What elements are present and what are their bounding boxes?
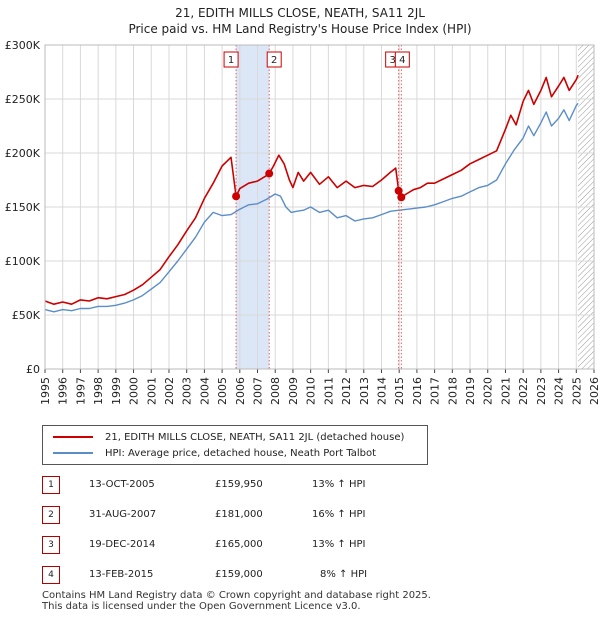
transaction-number: 4: [42, 566, 60, 584]
y-tick-label: £250K: [5, 93, 41, 106]
table-row: 1 13-OCT-2005 £159,950 13% ↑ HPI: [42, 474, 442, 494]
price-paid-line: [44, 74, 579, 306]
x-tick-label: 2025: [570, 377, 583, 405]
x-tick-label: 2005: [216, 377, 229, 405]
sale-point: [394, 186, 403, 195]
table-row: 4 13-FEB-2015 £159,000 8% ↑ HPI: [42, 564, 442, 584]
x-tick-label: 1998: [92, 377, 105, 405]
y-tick-label: £150K: [5, 201, 41, 214]
legend-item-hpi: HPI: Average price, detached house, Neat…: [53, 446, 376, 460]
x-tick-label: 2022: [517, 377, 530, 405]
transaction-hpi: 13% ↑ HPI: [312, 539, 366, 550]
transaction-price: £181,000: [215, 509, 263, 520]
transaction-hpi: 13% ↑ HPI: [312, 479, 366, 490]
x-tick-label: 2017: [429, 377, 442, 405]
x-tick-label: 2023: [535, 377, 548, 405]
transaction-number: 3: [42, 536, 60, 554]
sale-label-box: 1: [223, 51, 239, 68]
chart-title: 21, EDITH MILLS CLOSE, NEATH, SA11 2JL: [175, 6, 425, 20]
footer-license: This data is licensed under the Open Gov…: [42, 601, 361, 612]
sale-point: [397, 193, 406, 202]
x-tick-label: 2018: [446, 377, 459, 405]
x-tick-label: 1996: [57, 377, 70, 405]
x-tick-label: 1997: [74, 377, 87, 405]
hpi-line: [44, 102, 579, 313]
transaction-date: 19-DEC-2014: [89, 539, 156, 550]
x-tick-label: 2000: [128, 377, 141, 405]
x-tick-label: 2009: [287, 377, 300, 405]
transaction-price: £165,000: [215, 539, 263, 550]
x-tick-label: 2012: [340, 377, 353, 405]
sale-point: [232, 192, 241, 201]
sale-label-box: 2: [266, 51, 282, 68]
transaction-number: 1: [42, 476, 60, 494]
legend: 21, EDITH MILLS CLOSE, NEATH, SA11 2JL (…: [42, 425, 428, 465]
x-tick-label: 2002: [163, 377, 176, 405]
x-tick-label: 2015: [393, 377, 406, 405]
footer: Contains HM Land Registry data © Crown c…: [42, 590, 431, 612]
x-tick-label: 2021: [499, 377, 512, 405]
legend-label-hpi: HPI: Average price, detached house, Neat…: [105, 447, 377, 459]
transaction-date: 31-AUG-2007: [89, 509, 157, 520]
legend-item-price: 21, EDITH MILLS CLOSE, NEATH, SA11 2JL (…: [53, 430, 404, 444]
y-tick-label: £100K: [5, 255, 41, 268]
x-tick-label: 2001: [145, 377, 158, 405]
sale-label-border: [394, 51, 410, 68]
x-tick-label: 2016: [411, 377, 424, 405]
sale-label-box: 4: [394, 51, 410, 68]
x-tick-label: 2024: [553, 377, 566, 405]
x-tick-label: 2026: [588, 377, 600, 405]
x-tick-label: 2019: [464, 377, 477, 405]
x-tick-label: 2013: [358, 377, 371, 405]
sale-point: [265, 169, 274, 178]
sale-label-text: 3: [389, 55, 395, 66]
x-tick-label: 2011: [322, 377, 335, 405]
x-tick-label: 2004: [198, 377, 211, 405]
x-tick-label: 2010: [305, 377, 318, 405]
x-tick-label: 2008: [269, 377, 282, 405]
chart-subtitle: Price paid vs. HM Land Registry's House …: [128, 22, 472, 36]
transaction-hpi: 8% ↑ HPI: [320, 569, 368, 580]
legend-swatch-hpi: [53, 452, 93, 454]
footer-copyright: Contains HM Land Registry data © Crown c…: [42, 590, 431, 601]
x-tick-label: 2020: [482, 377, 495, 405]
legend-label-price: 21, EDITH MILLS CLOSE, NEATH, SA11 2JL (…: [105, 431, 405, 443]
transaction-number: 2: [42, 506, 60, 524]
table-row: 2 31-AUG-2007 £181,000 16% ↑ HPI: [42, 504, 442, 524]
transaction-date: 13-OCT-2005: [89, 479, 155, 490]
y-tick-label: £0: [26, 363, 40, 376]
transaction-price: £159,000: [215, 569, 263, 580]
x-tick-label: 1995: [39, 377, 52, 405]
x-tick-label: 2006: [234, 377, 247, 405]
transaction-hpi: 16% ↑ HPI: [312, 509, 366, 520]
transaction-date: 13-FEB-2015: [89, 569, 154, 580]
transaction-price: £159,950: [215, 479, 263, 490]
sale-label-text: 1: [228, 55, 234, 66]
sale-label-text: 4: [399, 55, 405, 66]
sale-label-border: [223, 51, 239, 68]
x-tick-label: 2007: [252, 377, 265, 405]
y-tick-label: £200K: [5, 147, 41, 160]
x-tick-label: 2014: [375, 377, 388, 405]
sale-label-text: 2: [271, 55, 277, 66]
sale-label-border: [266, 51, 282, 68]
x-tick-label: 2003: [181, 377, 194, 405]
legend-swatch-price: [53, 436, 93, 438]
y-tick-label: £50K: [12, 309, 41, 322]
y-tick-label: £300K: [5, 39, 41, 52]
plot-border: [44, 44, 595, 370]
table-row: 3 19-DEC-2014 £165,000 13% ↑ HPI: [42, 534, 442, 554]
x-tick-label: 1999: [110, 377, 123, 405]
